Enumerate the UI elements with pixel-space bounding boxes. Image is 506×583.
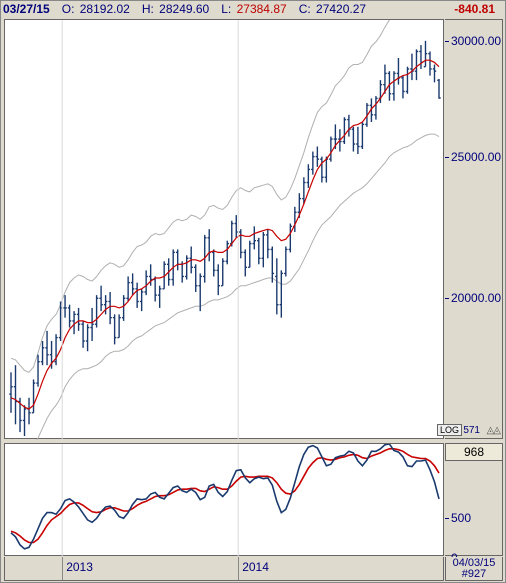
h-value: 28249.60 <box>159 2 209 16</box>
o-label: O: <box>62 2 75 16</box>
h-label: H: <box>142 2 154 16</box>
change-value: -840.81 <box>454 2 495 16</box>
macd-ytick: 500 <box>451 511 471 525</box>
header-date: 03/27/15 <box>3 2 50 16</box>
num-badge: 571 <box>463 425 480 436</box>
cursor-index: #927 <box>446 568 502 580</box>
chart-tools-icon[interactable]: ◬◬ <box>487 425 500 436</box>
c-value: 27420.27 <box>316 2 366 16</box>
c-label: C: <box>299 2 311 16</box>
macd-y-axis: 0500 <box>445 461 503 556</box>
l-value: 27384.87 <box>237 2 287 16</box>
price-ytick: 30000.00 <box>451 34 501 48</box>
year-tick: 2013 <box>62 557 93 580</box>
time-axis: 2013 2014 <box>4 557 444 581</box>
price-chart[interactable] <box>4 19 444 439</box>
macd-current-value: 968 <box>445 443 503 461</box>
o-value: 28192.02 <box>80 2 130 16</box>
year-tick: 2014 <box>238 557 269 580</box>
log-badge[interactable]: LOG <box>437 424 462 436</box>
price-ytick: 25000.00 <box>451 150 501 164</box>
ohlc-header: 03/27/15 O: 28192.02 H: 28249.60 L: 2738… <box>3 2 503 18</box>
macd-chart[interactable] <box>4 443 444 556</box>
l-label: L: <box>221 2 231 16</box>
time-axis-cursor: 04/03/15 #927 <box>445 557 503 581</box>
price-ytick: 20000.00 <box>451 291 501 305</box>
price-y-axis: LOG 571 ◬◬ 20000.0025000.0030000.00 <box>445 19 503 439</box>
